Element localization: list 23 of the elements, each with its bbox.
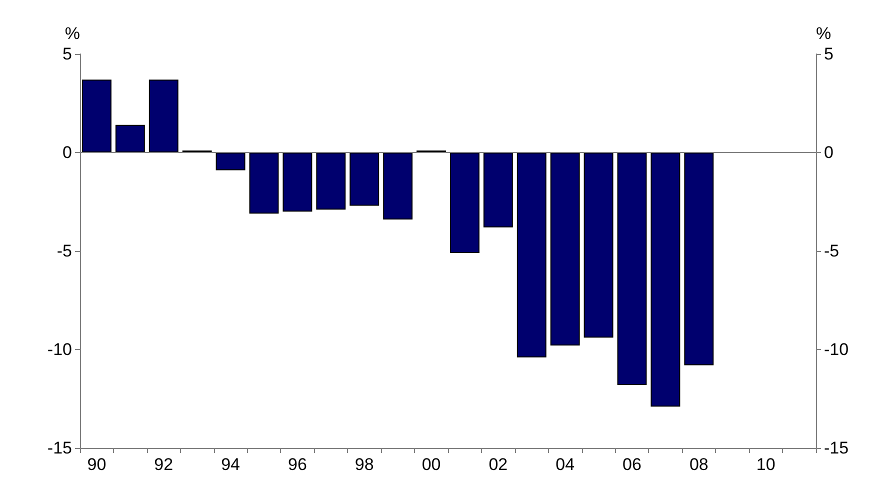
x-tick-label: 92 [154,455,174,474]
y-tick-label: -5 [56,242,72,260]
y-tick-label: 5 [62,44,72,64]
y-tick-label: -15 [47,438,72,458]
x-tick-label: 96 [288,455,307,474]
x-tick-label: 08 [689,455,708,474]
x-tick-label: 94 [221,455,240,474]
y2-axis-title: % [816,24,832,43]
x-tick-label: 06 [622,455,642,474]
x-tick-label: 00 [422,455,441,474]
y2-tick-label: 5 [824,44,834,64]
x-tick-label: 90 [87,455,106,474]
y2-tick-label: -15 [824,438,849,458]
y-tick-label: -10 [47,340,72,359]
x-tick-label: 10 [756,455,776,474]
y2-tick-label: -10 [824,340,849,359]
x-tick-label: 04 [556,455,575,474]
y-axis-title: % [64,24,80,43]
x-tick-label: 98 [354,455,374,474]
y2-tick-label: -5 [824,242,840,260]
y2-tick-label: 0 [824,143,834,162]
x-tick-label: 02 [488,455,508,474]
y-tick-label: 0 [62,143,72,162]
